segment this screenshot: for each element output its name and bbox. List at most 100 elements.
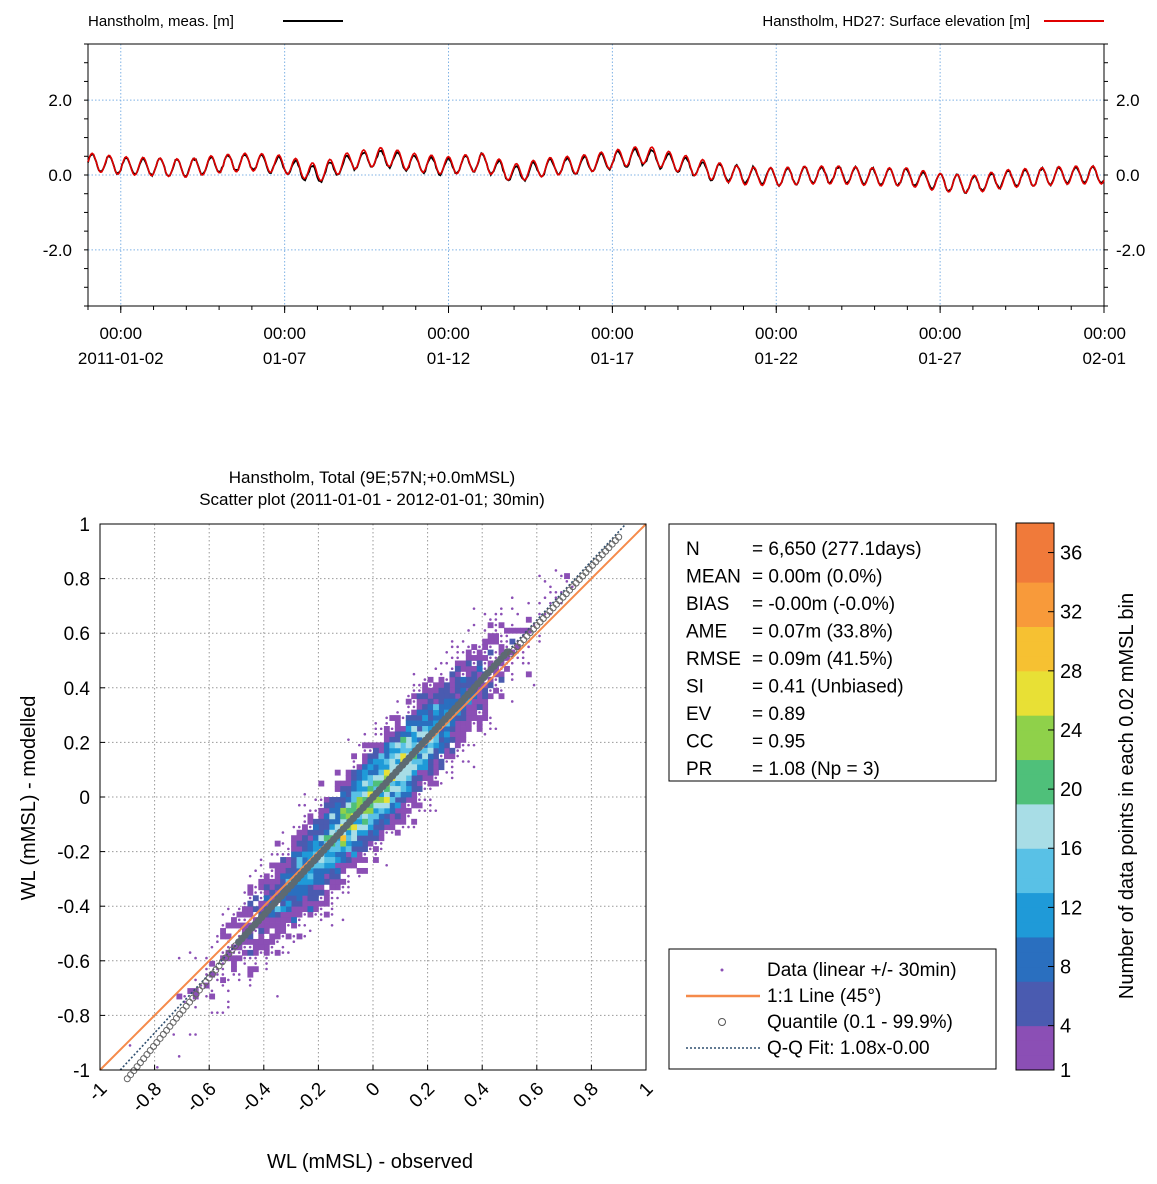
scatter-point xyxy=(521,661,525,665)
scatter-density-cell xyxy=(209,993,216,1000)
scatter-density-cell xyxy=(433,764,439,771)
scatter-density-cell xyxy=(449,753,456,760)
quantile-circle xyxy=(130,1067,138,1075)
scatter-density-cell xyxy=(476,649,483,656)
scatter-density-cell xyxy=(433,769,439,776)
scatter-density-cell xyxy=(389,802,396,809)
scatter-density-cell xyxy=(378,753,385,760)
scatter-density-cell xyxy=(351,769,358,776)
scatter-density-cell xyxy=(312,867,319,874)
scatter-density-cell xyxy=(241,938,248,945)
scatter-density-cell xyxy=(307,900,314,907)
scatter-density-cell xyxy=(438,758,445,765)
scatter-point xyxy=(527,645,530,649)
quantile-circle xyxy=(150,1043,158,1051)
scatter-density-cell xyxy=(405,764,412,771)
scatter-point xyxy=(494,651,498,654)
scatter-point xyxy=(281,945,285,949)
scatter-point xyxy=(254,929,257,933)
legend-dot-icon xyxy=(720,968,724,972)
scatter-point xyxy=(227,1000,230,1004)
scatter-density-cell xyxy=(351,791,358,798)
scatter-density-cell xyxy=(367,840,374,847)
timeseries-x-tick-date: 2011-01-02 xyxy=(78,349,164,368)
scatter-point xyxy=(265,956,268,960)
scatter-density-cell xyxy=(274,917,281,923)
scatter-density-cell xyxy=(274,928,281,934)
scatter-density-cell xyxy=(449,726,456,732)
scatter-point xyxy=(297,825,301,829)
scatter-density-cell xyxy=(252,966,259,973)
scatter-density-cell xyxy=(312,840,319,847)
scatter-density-cell xyxy=(373,818,379,825)
scatter-point xyxy=(429,809,432,812)
scatter-point xyxy=(505,645,509,649)
scatter-density-cell xyxy=(274,933,281,940)
scatter-density-cell xyxy=(422,764,428,771)
scatter-density-cell xyxy=(362,775,368,782)
scatter-point xyxy=(254,869,257,873)
scatter-density-cell xyxy=(378,775,385,782)
scatter-density-cell xyxy=(460,660,467,667)
scatter-density-cell xyxy=(318,829,325,836)
timeseries-x-tick-time: 00:00 xyxy=(919,324,962,343)
scatter-point xyxy=(243,962,246,965)
scatter-title: Hanstholm, Total (9E;57N;+0.0mMSL) xyxy=(229,468,515,487)
colorbar-segment xyxy=(1016,892,1054,908)
scatter-density-cell xyxy=(405,791,412,798)
scatter-point xyxy=(270,874,274,878)
scatter-point xyxy=(494,683,498,687)
scatter-density-cell xyxy=(241,906,248,913)
scatter-y-tick-label: -0.2 xyxy=(57,843,90,864)
scatter-density-cell xyxy=(422,704,428,711)
stats-rows: N = 6,650 (277.1days) MEAN = 0.00m (0.0%) BI… xyxy=(686,539,922,780)
colorbar-segment xyxy=(1016,818,1054,834)
scatter-density-cell xyxy=(433,698,439,705)
stats-value: = 0.89 xyxy=(752,704,805,725)
scatter-fit-lines xyxy=(99,523,647,1083)
scatter-density-cell xyxy=(400,780,407,787)
scatter-density-cell xyxy=(449,671,456,678)
timeseries-x-tick-time: 00:00 xyxy=(100,324,143,343)
scatter-y-tick-label: 0.6 xyxy=(64,624,90,645)
scatter-density-cell xyxy=(231,917,237,923)
scatter-point xyxy=(270,853,274,856)
scatter-density-cell xyxy=(498,671,505,678)
scatter-point xyxy=(330,907,334,911)
quantile-circle xyxy=(123,1075,131,1083)
scatter-point xyxy=(281,853,285,856)
scatter-density-cell xyxy=(373,764,379,771)
scatter-density-cell xyxy=(367,813,374,820)
scatter-density-cell xyxy=(411,780,418,787)
scatter-density-cell xyxy=(263,949,270,956)
scatter-point xyxy=(489,618,492,621)
scatter-point xyxy=(297,924,301,927)
colorbar-segment xyxy=(1016,981,1054,997)
scatter-density-cell xyxy=(362,742,368,749)
scatter-density-cell xyxy=(362,818,368,825)
scatter-density-cell xyxy=(220,933,226,940)
scatter-point xyxy=(188,951,192,954)
scatter-point xyxy=(510,672,514,676)
scatter-point xyxy=(314,913,317,916)
scatter-point xyxy=(177,1055,181,1058)
scatter-density-cell xyxy=(323,807,330,814)
scatter-point xyxy=(565,580,569,583)
scatter-density-cell xyxy=(465,671,472,678)
scatter-legend-label: Quantile (0.1 - 99.9%) xyxy=(767,1012,953,1033)
timeseries-x-tick-date: 01-12 xyxy=(427,349,470,368)
scatter-density-cell xyxy=(302,900,308,907)
scatter-point xyxy=(483,651,487,654)
scatter-point xyxy=(374,721,378,725)
scatter-density-cell xyxy=(454,693,461,700)
scatter-density-cell xyxy=(296,857,303,863)
scatter-density-cell xyxy=(389,813,396,820)
scatter-density-cell xyxy=(416,769,423,776)
scatter-point xyxy=(281,951,285,954)
scatter-point xyxy=(221,973,225,976)
scatter-density-cell xyxy=(394,818,401,825)
timeseries-y-tick-right: -2.0 xyxy=(1116,241,1145,260)
scatter-density-cell xyxy=(291,867,297,874)
scatter-point xyxy=(232,913,236,916)
scatter-density-cell xyxy=(329,884,336,891)
